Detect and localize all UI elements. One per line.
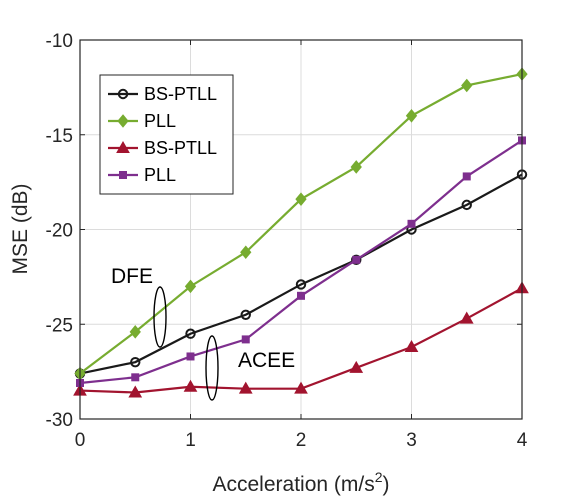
x-tick-label: 1 [185, 430, 196, 451]
data-point [350, 160, 362, 174]
data-point [130, 356, 141, 368]
data-point [461, 78, 473, 93]
data-point [129, 325, 141, 339]
x-axis-label: Acceleration (m/s2) [212, 469, 389, 496]
x-tick-label: 4 [517, 430, 528, 451]
legend-marker [119, 171, 127, 179]
y-tick-label: -25 [46, 315, 73, 336]
legend-marker [117, 114, 129, 128]
y-tick-label: -15 [46, 126, 73, 147]
x-tick-label: 3 [406, 430, 417, 451]
data-point [404, 339, 419, 352]
data-point [186, 352, 195, 361]
data-point [240, 245, 252, 260]
data-point [349, 360, 364, 373]
data-point [183, 379, 198, 392]
x-axis-label-superscript: 2 [375, 469, 383, 485]
annotation-dfe-ellipse [153, 286, 167, 348]
data-point [352, 255, 361, 264]
data-point [462, 172, 471, 181]
legend-marker [116, 140, 130, 153]
annotation-acee-ellipse [205, 335, 219, 401]
data-point [405, 109, 418, 123]
data-point [407, 219, 416, 228]
legend-label: PLL [144, 165, 176, 185]
x-tick-label: 0 [75, 430, 86, 451]
data-point [185, 328, 196, 339]
data-point [459, 311, 474, 324]
data-point [351, 254, 362, 266]
y-tick-label: -10 [46, 31, 73, 52]
y-tick-label: -30 [46, 410, 73, 431]
y-axis-label: MSE (dB) [9, 183, 32, 274]
data-point [238, 381, 253, 394]
data-point [131, 373, 140, 382]
x-tick-label: 2 [296, 430, 307, 451]
legend: BS-PTLL PLL BS-PTLL PLL [99, 74, 234, 195]
data-point [294, 381, 308, 394]
data-point [297, 291, 305, 300]
data-point [295, 192, 307, 206]
data-point [295, 279, 307, 290]
y-tick-label: -20 [46, 221, 73, 242]
tick-layer: 0 1 2 3 4 -30 -25 -20 -15 -10 [46, 31, 528, 451]
data-point [184, 279, 197, 294]
data-point [241, 335, 250, 344]
legend-label: BS-PTLL [144, 138, 217, 158]
legend-marker [117, 88, 129, 100]
x-axis-label-close: ) [383, 473, 390, 496]
x-axis-label-main: Acceleration (m/s [212, 473, 374, 496]
annotation-dfe: DFE [111, 265, 153, 288]
annotation-acee: ACEE [238, 349, 295, 372]
data-point [240, 309, 251, 320]
data-point [461, 199, 472, 211]
legend-label: BS-PTLL [144, 84, 217, 104]
data-point [128, 385, 143, 398]
legend-label: PLL [144, 111, 176, 131]
annotation-layer: DFE ACEE [111, 265, 295, 401]
series-line-0 [79, 173, 523, 375]
